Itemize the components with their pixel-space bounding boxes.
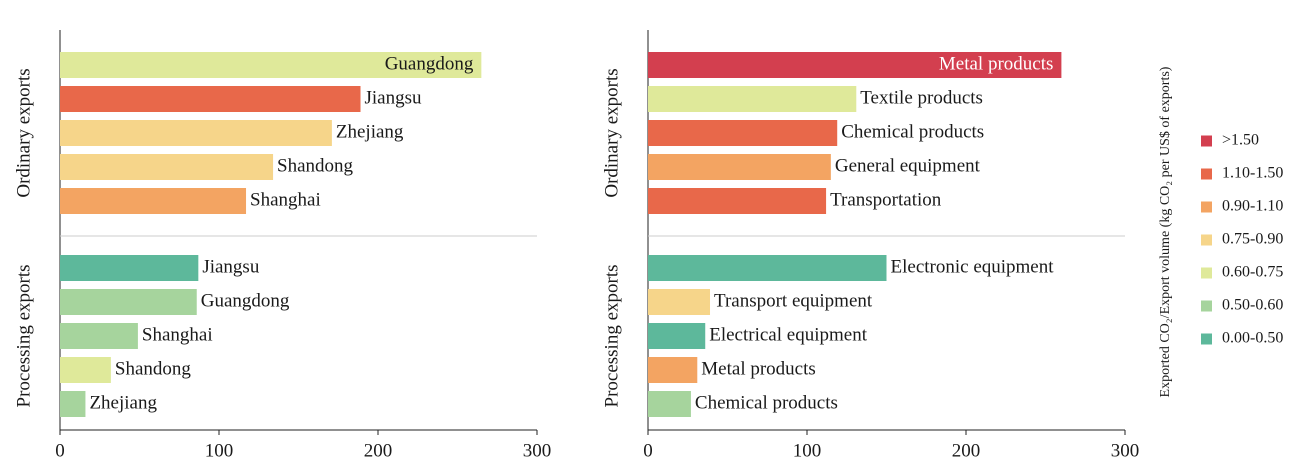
legend-swatch xyxy=(1201,201,1212,213)
bar xyxy=(648,86,857,112)
group-label: Ordinary exports xyxy=(13,68,34,197)
bar-label: Jiangsu xyxy=(365,87,423,108)
x-tick-label: 200 xyxy=(364,440,393,461)
bar xyxy=(648,255,887,281)
bar xyxy=(60,120,332,146)
x-tick-label: 200 xyxy=(952,440,981,461)
x-tick-label: 100 xyxy=(793,440,822,461)
bar-label: Electronic equipment xyxy=(891,256,1055,277)
bar-label: Guangdong xyxy=(385,53,474,74)
x-tick-label: 300 xyxy=(523,440,552,461)
legend-label: 1.10-1.50 xyxy=(1222,165,1283,182)
bar xyxy=(648,357,698,383)
legend-label: >1.50 xyxy=(1222,132,1259,149)
bar xyxy=(60,357,111,383)
bar-label: Guangdong xyxy=(201,290,290,311)
bar xyxy=(60,188,247,214)
bar xyxy=(60,52,482,78)
bar-label: Metal products xyxy=(939,53,1054,74)
bar-label: Textile products xyxy=(860,87,983,108)
legend-label: 0.75-0.90 xyxy=(1222,231,1283,248)
legend-swatch xyxy=(1201,135,1212,147)
x-tick-label: 300 xyxy=(1111,440,1140,461)
legend-swatch xyxy=(1201,234,1212,246)
bar-label: Shanghai xyxy=(142,324,213,345)
legend-title: Exported CO₂/Export volume (kg CO₂ per U… xyxy=(1158,66,1173,397)
legend-label: 0.60-0.75 xyxy=(1222,264,1283,281)
bar-label: General equipment xyxy=(835,155,981,176)
bar xyxy=(60,323,138,349)
bar xyxy=(648,154,831,180)
bar xyxy=(60,154,274,180)
bar xyxy=(60,391,86,417)
bar xyxy=(648,289,711,315)
bar xyxy=(648,52,1062,78)
bar-label: Chemical products xyxy=(695,392,838,413)
bar xyxy=(60,86,361,112)
legend-label: 0.00-0.50 xyxy=(1222,330,1283,347)
legend-swatch xyxy=(1201,267,1212,279)
legend-swatch xyxy=(1201,168,1212,180)
bar xyxy=(60,289,197,315)
bar-label: Transportation xyxy=(830,189,942,210)
bar-label: Shandong xyxy=(115,358,192,379)
legend-swatch xyxy=(1201,300,1212,312)
bar-label: Chemical products xyxy=(841,121,984,142)
bar xyxy=(648,188,827,214)
bar-label: Shanghai xyxy=(250,189,321,210)
legend-label: 0.50-0.60 xyxy=(1222,297,1283,314)
x-tick-label: 100 xyxy=(205,440,234,461)
bar-label: Zhejiang xyxy=(89,392,157,413)
bar-label: Metal products xyxy=(701,358,816,379)
group-label: Processing exports xyxy=(13,264,34,407)
bar-label: Transport equipment xyxy=(714,290,873,311)
bar xyxy=(648,391,691,417)
bar-label: Electrical equipment xyxy=(709,324,867,345)
group-label: Ordinary exports xyxy=(601,68,622,197)
bar xyxy=(648,120,838,146)
bar-label: Shandong xyxy=(277,155,354,176)
bar-label: Zhejiang xyxy=(336,121,404,142)
legend-label: 0.90-1.10 xyxy=(1222,198,1283,215)
x-tick-label: 0 xyxy=(55,440,65,461)
group-label: Processing exports xyxy=(601,264,622,407)
bar xyxy=(60,255,199,281)
x-tick-label: 0 xyxy=(643,440,653,461)
bar xyxy=(648,323,706,349)
bar-label: Jiangsu xyxy=(202,256,260,277)
legend-swatch xyxy=(1201,333,1212,345)
